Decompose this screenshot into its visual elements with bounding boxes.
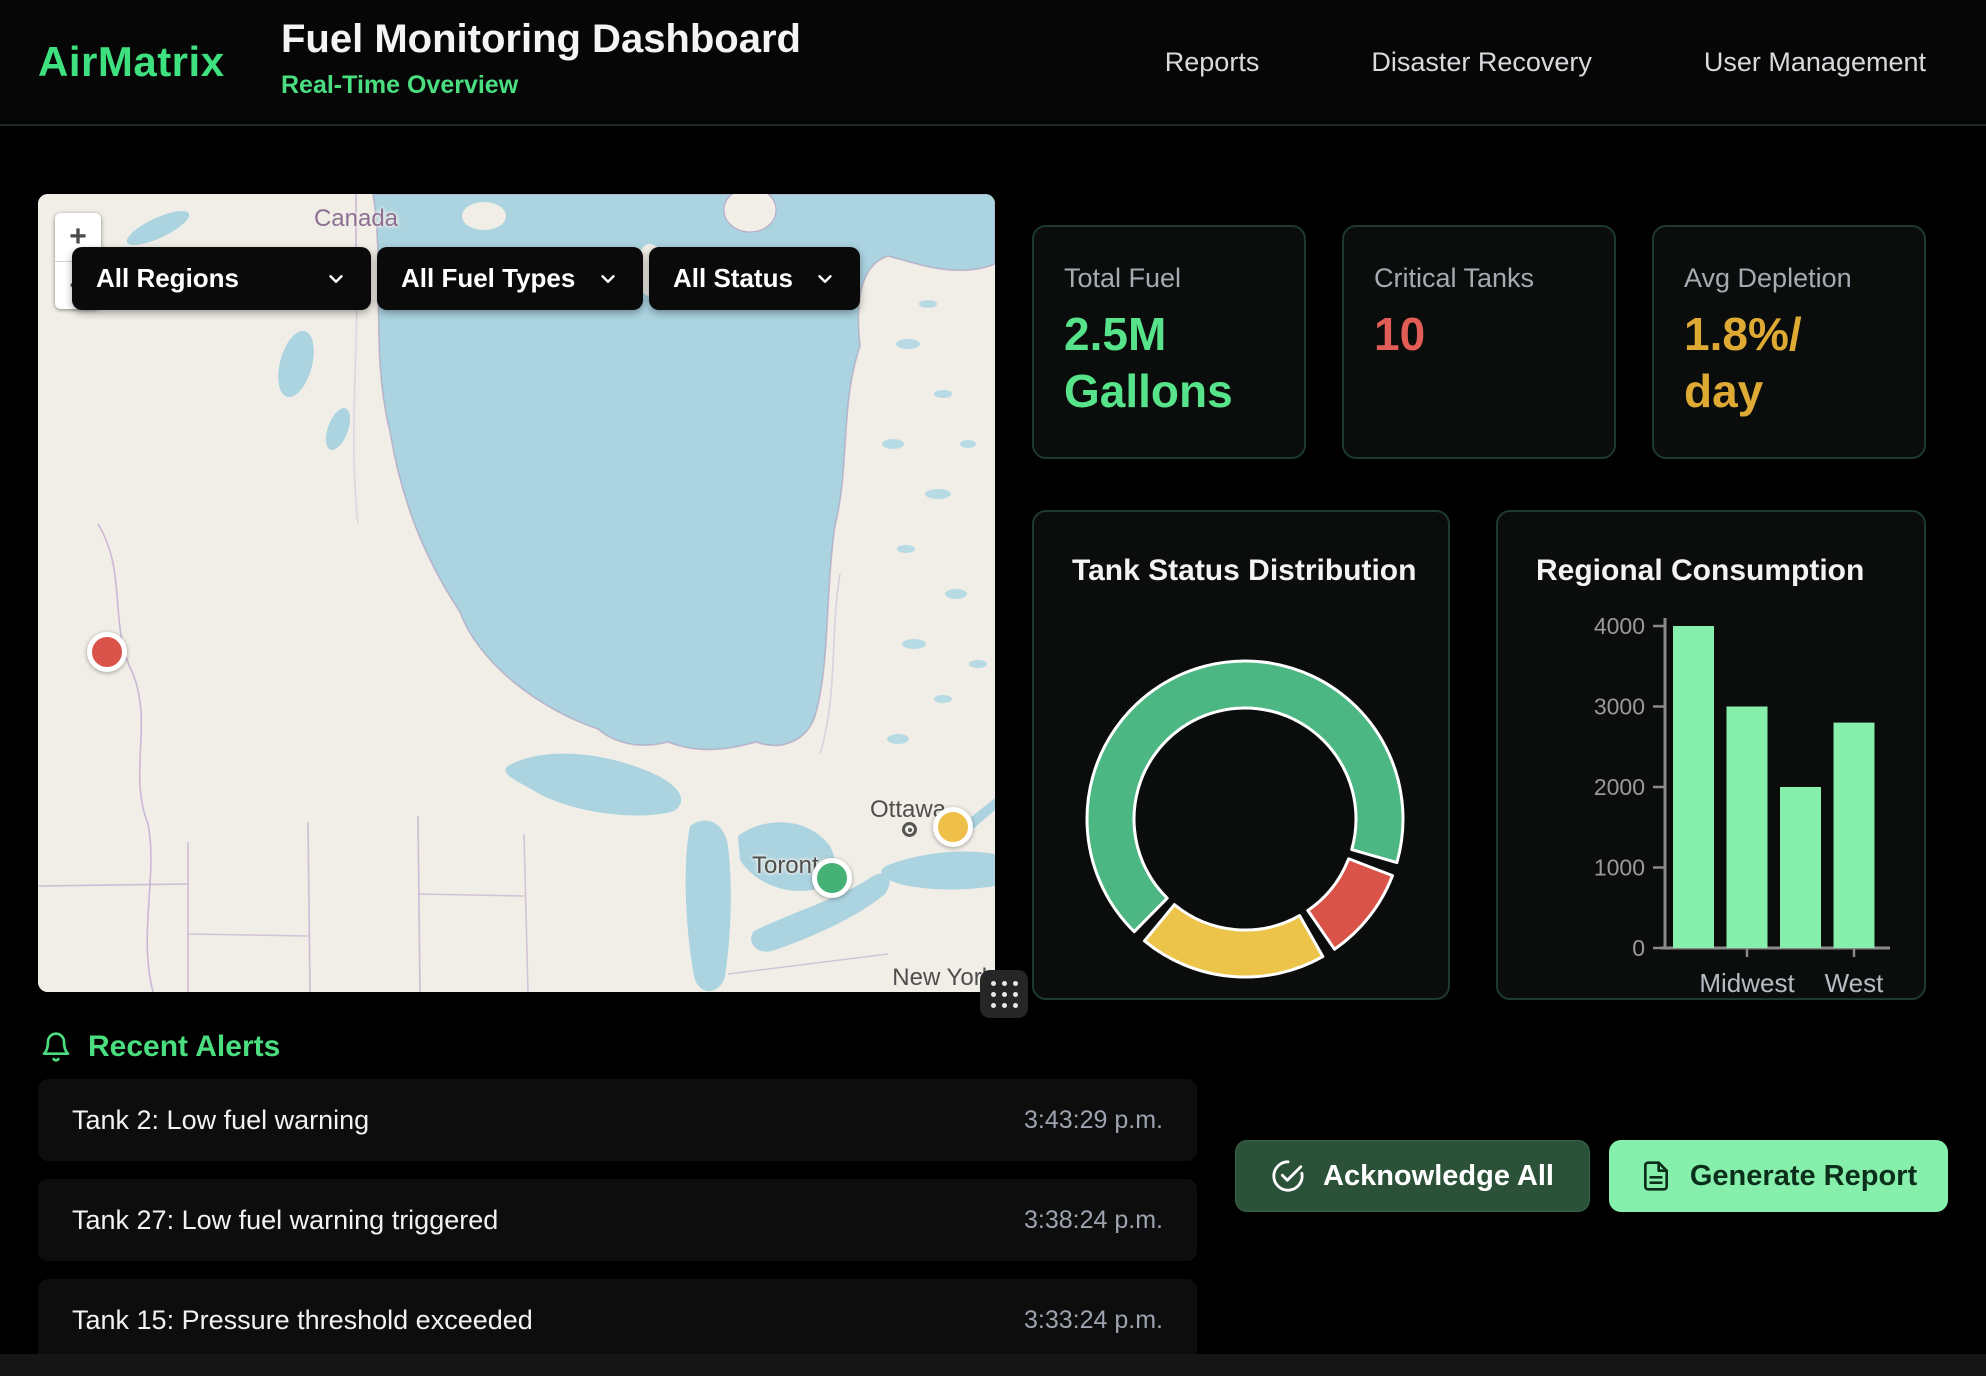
regional-consumption-bar-chart: 0 1000 2000 3000 4000 Midwest West — [1498, 512, 1928, 1002]
main-nav: Reports Disaster Recovery User Managemen… — [1165, 0, 1926, 124]
alert-row: Tank 2: Low fuel warning 3:43:29 p.m. — [38, 1079, 1197, 1161]
report-document-icon — [1640, 1160, 1672, 1192]
stat-label: Avg Depletion — [1684, 263, 1924, 294]
footer-strip — [0, 1354, 1986, 1376]
chevron-down-icon — [597, 268, 619, 290]
nav-item-user-management[interactable]: User Management — [1704, 47, 1926, 78]
stat-label: Total Fuel — [1064, 263, 1304, 294]
alert-row: Tank 27: Low fuel warning triggered 3:38… — [38, 1179, 1197, 1261]
chevron-down-icon — [814, 268, 836, 290]
tank-status-distribution-card: Tank Status Distribution — [1032, 510, 1450, 1000]
region-filter-value: All Regions — [96, 263, 239, 294]
acknowledge-all-button[interactable]: Acknowledge All — [1235, 1140, 1590, 1212]
svg-text:West: West — [1825, 968, 1885, 998]
svg-text:4000: 4000 — [1594, 613, 1645, 639]
generate-report-label: Generate Report — [1690, 1160, 1917, 1193]
alert-message: Tank 2: Low fuel warning — [72, 1105, 369, 1136]
svg-text:2000: 2000 — [1594, 774, 1645, 800]
alert-row: Tank 15: Pressure threshold exceeded 3:3… — [38, 1279, 1197, 1361]
status-filter-value: All Status — [673, 263, 793, 294]
alert-timestamp: 3:38:24 p.m. — [1024, 1206, 1163, 1235]
app-logo: AirMatrix — [38, 38, 225, 86]
stat-card-avg-depletion: Avg Depletion 1.8%/ day — [1652, 225, 1926, 459]
stat-value: 10 — [1374, 306, 1614, 363]
svg-text:3000: 3000 — [1594, 694, 1645, 720]
map-filters: All Regions All Fuel Types All Status — [72, 247, 860, 310]
svg-text:1000: 1000 — [1594, 855, 1645, 881]
status-filter-select[interactable]: All Status — [649, 247, 860, 310]
tank-marker-normal[interactable] — [812, 858, 852, 898]
recent-alerts-header: Recent Alerts — [40, 1030, 280, 1064]
map-label-new-york: New York — [892, 964, 993, 992]
stat-value: 2.5M Gallons — [1064, 306, 1304, 420]
acknowledge-all-label: Acknowledge All — [1323, 1160, 1554, 1193]
nav-item-disaster-recovery[interactable]: Disaster Recovery — [1371, 47, 1592, 78]
header: AirMatrix Fuel Monitoring Dashboard Real… — [0, 0, 1986, 126]
alert-message: Tank 15: Pressure threshold exceeded — [72, 1305, 533, 1336]
regional-consumption-card: Regional Consumption 01000200030004000Mi… — [1496, 510, 1926, 1000]
bell-icon — [40, 1031, 72, 1063]
generate-report-button[interactable]: Generate Report — [1609, 1140, 1948, 1212]
tank-marker-warning[interactable] — [933, 807, 973, 847]
page-subtitle: Real-Time Overview — [281, 71, 801, 100]
title-block: Fuel Monitoring Dashboard Real-Time Over… — [281, 17, 801, 100]
stat-value: 1.8%/ day — [1684, 306, 1924, 420]
resize-drag-handle-icon[interactable] — [980, 970, 1028, 1018]
page-title: Fuel Monitoring Dashboard — [281, 17, 801, 62]
ottawa-town-icon — [902, 822, 917, 837]
map-label-canada: Canada — [314, 205, 398, 233]
tank-marker-critical[interactable] — [87, 632, 127, 672]
stat-card-critical-tanks: Critical Tanks 10 — [1342, 225, 1616, 459]
stat-label: Critical Tanks — [1374, 263, 1614, 294]
alert-timestamp: 3:43:29 p.m. — [1024, 1106, 1163, 1135]
nav-item-reports[interactable]: Reports — [1165, 47, 1260, 78]
check-circle-icon — [1271, 1159, 1305, 1193]
alert-timestamp: 3:33:24 p.m. — [1024, 1306, 1163, 1335]
fuel-type-filter-select[interactable]: All Fuel Types — [377, 247, 643, 310]
recent-alerts-title: Recent Alerts — [88, 1030, 280, 1064]
alert-message: Tank 27: Low fuel warning triggered — [72, 1205, 498, 1236]
fuel-type-filter-value: All Fuel Types — [401, 263, 575, 294]
app-root: AirMatrix Fuel Monitoring Dashboard Real… — [0, 0, 1986, 1376]
tank-status-donut-chart — [1034, 512, 1452, 1002]
map-panel[interactable]: + − All Regions All Fuel Types All Statu… — [38, 194, 995, 992]
svg-text:Midwest: Midwest — [1699, 968, 1795, 998]
stat-cards: Total Fuel 2.5M Gallons Critical Tanks 1… — [1032, 225, 1926, 459]
svg-text:0: 0 — [1632, 935, 1645, 961]
region-filter-select[interactable]: All Regions — [72, 247, 371, 310]
map-island — [724, 194, 776, 232]
stat-card-total-fuel: Total Fuel 2.5M Gallons — [1032, 225, 1306, 459]
map-island — [462, 202, 506, 230]
chevron-down-icon — [325, 268, 347, 290]
